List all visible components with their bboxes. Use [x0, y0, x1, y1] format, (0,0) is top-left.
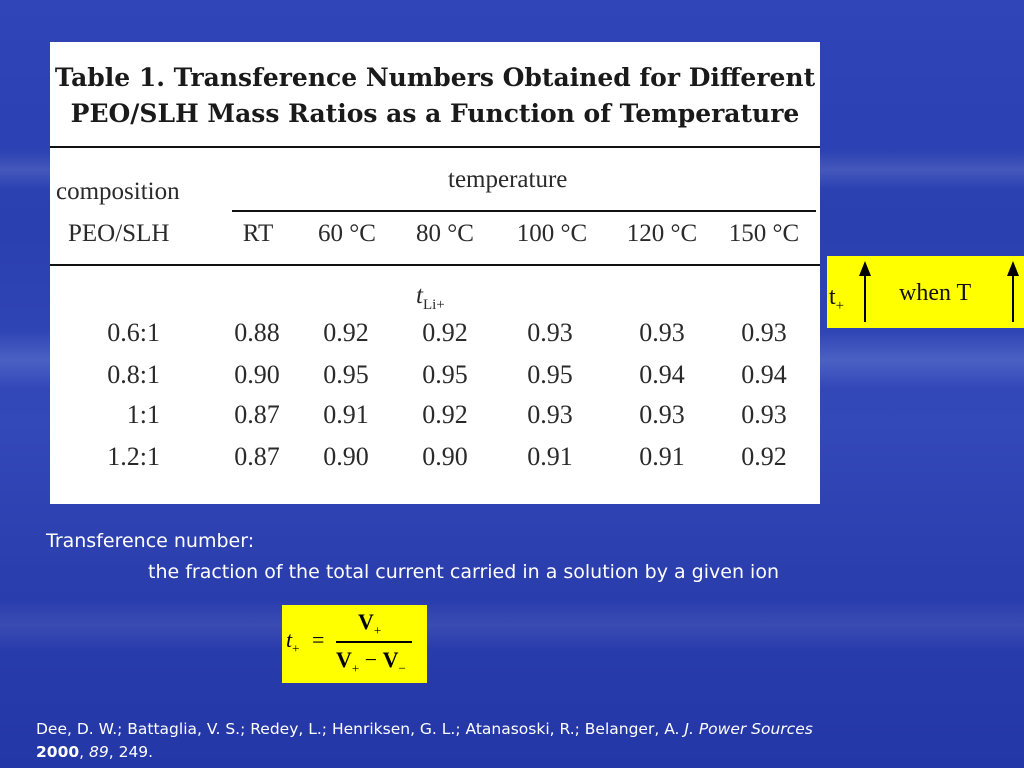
denominator-second-subscript: −	[398, 660, 406, 676]
table-title: Table 1. Transference Numbers Obtained f…	[50, 60, 820, 132]
citation-journal: J. Power Sources	[684, 720, 813, 738]
denominator-first-symbol: V	[336, 647, 352, 672]
table-cell: 0.95	[323, 360, 369, 389]
temperature-rule	[232, 210, 816, 212]
table-cell: 0.90	[323, 442, 369, 471]
table-cell: 0.90	[234, 360, 280, 389]
table-top-rule	[50, 146, 820, 148]
quantity-symbol: t	[416, 282, 423, 309]
table-row: 1:1 0.87 0.91 0.92 0.93 0.93 0.93	[50, 400, 820, 440]
table-cell: 0.87	[234, 400, 280, 429]
formula-denominator: V+ − V−	[336, 647, 406, 676]
table-cell: 0.95	[527, 360, 573, 389]
column-header: 120 °C	[626, 220, 698, 247]
table-cell: 0.87	[234, 442, 280, 471]
table-cell: 0.94	[741, 360, 787, 389]
column-header: 60 °C	[318, 220, 376, 247]
table-title-line-1: Table 1. Transference Numbers Obtained f…	[54, 63, 816, 92]
table-row: 0.8:1 0.90 0.95 0.95 0.95 0.94 0.94	[50, 360, 820, 400]
denominator-operator: −	[364, 647, 378, 672]
row-composition: 1.2:1	[107, 442, 160, 471]
table-cell: 0.93	[527, 318, 573, 347]
table-cell: 0.93	[741, 318, 787, 347]
row-composition: 0.8:1	[107, 360, 160, 389]
t-plus-label: t+	[829, 284, 844, 315]
formula-lhs: t+	[286, 627, 299, 656]
citation-volume: 89	[89, 743, 109, 761]
row-composition: 0.6:1	[107, 318, 160, 347]
up-arrow-icon	[1007, 261, 1019, 322]
composition-label: composition	[56, 178, 180, 205]
up-arrow-icon	[859, 261, 871, 322]
temperature-trend-note: t+ when T	[827, 256, 1024, 328]
t-subscript: +	[835, 297, 845, 314]
table-cell: 0.88	[234, 318, 280, 347]
header-bottom-rule	[50, 264, 820, 266]
table-cell: 0.93	[639, 318, 685, 347]
table-cell: 0.93	[741, 400, 787, 429]
numerator-symbol: V	[358, 609, 374, 634]
citation-pages: , 249.	[108, 743, 154, 761]
table-cell: 0.92	[422, 318, 468, 347]
t-symbol: t	[829, 284, 836, 310]
transference-table-image: Table 1. Transference Numbers Obtained f…	[50, 42, 820, 504]
quantity-label: tLi+	[416, 282, 445, 314]
citation: Dee, D. W.; Battaglia, V. S.; Redey, L.;…	[36, 720, 813, 761]
formula-lhs-subscript: +	[292, 640, 300, 656]
table-cell: 0.90	[422, 442, 468, 471]
when-t-text: when T	[899, 280, 972, 306]
table-cell: 0.91	[527, 442, 573, 471]
table-cell: 0.94	[639, 360, 685, 389]
peo-slh-label: PEO/SLH	[68, 220, 170, 247]
column-header: RT	[242, 220, 274, 247]
quantity-subscript: Li+	[422, 297, 445, 313]
table-cell: 0.93	[527, 400, 573, 429]
fraction-bar	[336, 641, 412, 643]
definition-label: Transference number:	[46, 530, 255, 552]
citation-year: 2000	[36, 743, 80, 761]
citation-authors: Dee, D. W.; Battaglia, V. S.; Redey, L.;…	[36, 720, 680, 738]
formula-lhs-symbol: t	[286, 627, 293, 652]
table-cell: 0.91	[323, 400, 369, 429]
column-header: 100 °C	[516, 220, 588, 247]
table-cell: 0.92	[422, 400, 468, 429]
background-streak	[0, 600, 1024, 650]
table-cell: 0.91	[639, 442, 685, 471]
formula-numerator: V+	[358, 609, 381, 638]
denominator-second-symbol: V	[382, 647, 399, 672]
definition-text: the fraction of the total current carrie…	[148, 561, 779, 583]
table-cell: 0.92	[323, 318, 369, 347]
row-composition: 1:1	[126, 400, 160, 429]
table-cell: 0.92	[741, 442, 787, 471]
table-row: 0.6:1 0.88 0.92 0.92 0.93 0.93 0.93	[50, 318, 820, 358]
transference-formula: t+ = V+ V+ − V−	[282, 605, 427, 683]
denominator-first-subscript: +	[351, 660, 360, 676]
table-title-line-2: PEO/SLH Mass Ratios as a Function of Tem…	[70, 99, 800, 128]
temperature-label: temperature	[448, 166, 568, 193]
numerator-subscript: +	[373, 622, 382, 638]
table-row: 1.2:1 0.87 0.90 0.90 0.91 0.91 0.92	[50, 442, 820, 482]
table-cell: 0.93	[639, 400, 685, 429]
table-cell: 0.95	[422, 360, 468, 389]
formula-equals: =	[312, 627, 325, 652]
column-header: 150 °C	[728, 220, 800, 247]
column-header: 80 °C	[416, 220, 474, 247]
